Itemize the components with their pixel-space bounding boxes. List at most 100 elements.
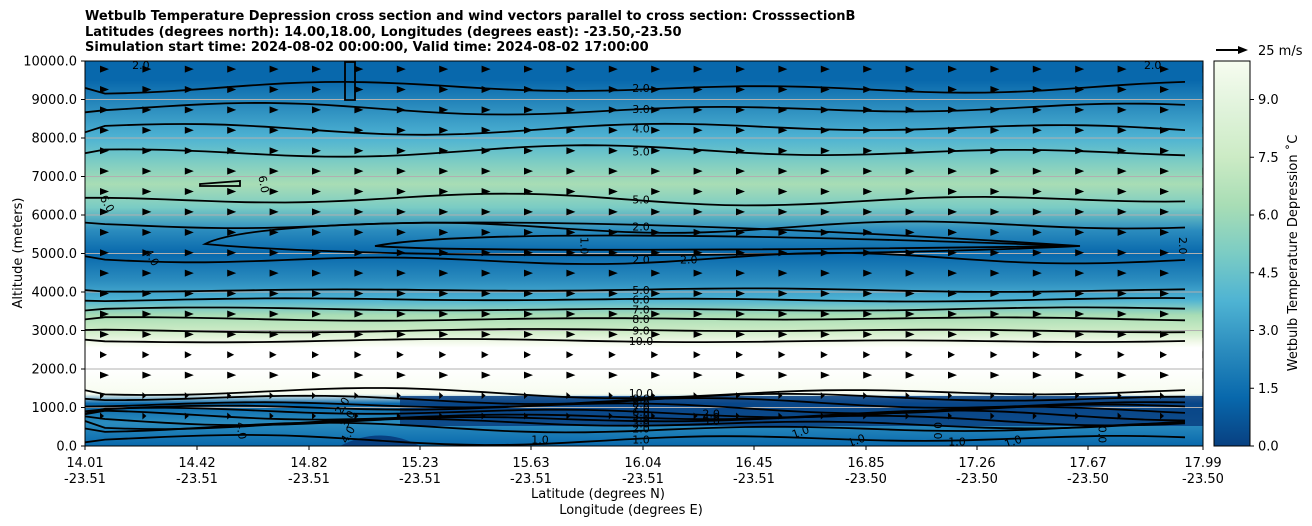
- wind-vector: [905, 330, 915, 338]
- wind-vector: [566, 371, 576, 379]
- wind-vector: [1117, 290, 1127, 298]
- wind-vector: [524, 228, 533, 236]
- wind-vector: [693, 65, 703, 73]
- y-tick-label: 10000.0: [23, 55, 77, 70]
- wind-vector: [1160, 228, 1169, 236]
- wind-vector: [566, 351, 574, 359]
- wind-vector: [736, 269, 745, 277]
- wind-vector: [1075, 371, 1085, 379]
- wind-vector: [1160, 412, 1164, 420]
- wind-vector: [905, 249, 915, 257]
- wind-vector: [269, 208, 279, 216]
- contour-line-2.0: [85, 421, 1186, 434]
- contour-label: 6.0: [255, 175, 271, 194]
- wind-vector: [481, 412, 486, 420]
- contour-label: 5.0: [632, 410, 650, 423]
- wind-vector: [100, 351, 107, 359]
- wind-vector: [227, 106, 237, 114]
- wind-vector: [439, 351, 447, 359]
- contour-label: 1.0: [578, 237, 591, 255]
- wind-vector: [354, 269, 364, 277]
- wind-vector: [566, 269, 576, 277]
- wind-vector: [566, 85, 576, 93]
- wind-vector: [820, 126, 830, 134]
- wind-vector: [1117, 126, 1127, 134]
- wind-vector: [354, 126, 364, 134]
- y-tick-label: 3000.0: [32, 324, 78, 339]
- wind-vector: [396, 330, 406, 338]
- wind-vector: [1202, 167, 1203, 175]
- wind-vector: [566, 228, 576, 236]
- wind-vector: [1202, 290, 1203, 298]
- wind-vector: [1075, 269, 1085, 277]
- wind-vector: [863, 188, 873, 196]
- contour-label: 2.0: [132, 59, 150, 72]
- wind-vector: [1075, 65, 1085, 73]
- wind-vector: [142, 330, 152, 338]
- wind-vector: [354, 188, 364, 196]
- wind-vector: [1117, 351, 1125, 359]
- contour-line-9.0: [85, 328, 1186, 334]
- wind-vector: [778, 330, 788, 338]
- wind-vector: [990, 147, 1000, 155]
- contour-label: 9.0: [632, 325, 650, 338]
- wind-vector: [184, 208, 194, 216]
- wind-vector: [269, 269, 279, 277]
- wind-vector: [1202, 106, 1203, 114]
- wind-vector: [1117, 371, 1127, 379]
- wind-vector: [439, 65, 449, 73]
- wind-vector: [736, 290, 745, 298]
- wind-vector: [100, 147, 109, 155]
- wind-vector: [736, 371, 745, 379]
- wind-vector: [184, 85, 194, 93]
- wind-vector: [312, 228, 321, 236]
- wind-vector: [736, 147, 745, 155]
- wind-vector: [227, 249, 237, 257]
- wind-vector: [693, 208, 703, 216]
- wind-vector: [693, 371, 703, 379]
- wind-vector: [778, 412, 783, 420]
- x-tick-lon: -23.50: [845, 472, 887, 487]
- wind-vector: [693, 126, 703, 134]
- contour-line-4.0: [85, 122, 1186, 136]
- wind-vector: [227, 188, 237, 196]
- wind-vector: [1075, 392, 1080, 400]
- wind-vector: [608, 249, 618, 257]
- wind-vector: [778, 310, 788, 318]
- wind-vector: [1202, 126, 1203, 134]
- wind-vector: [608, 412, 613, 420]
- wind-vector: [396, 371, 406, 379]
- wind-vector: [1160, 65, 1169, 73]
- colorbar-tick-label: 1.5: [1258, 382, 1279, 397]
- wind-vector: [524, 65, 533, 73]
- wind-vector: [778, 167, 788, 175]
- wind-vector: [778, 249, 788, 257]
- y-tick-label: 6000.0: [32, 209, 78, 224]
- wind-vector: [312, 65, 321, 73]
- wind-vector: [608, 269, 618, 277]
- x-tick-lon: -23.51: [176, 472, 218, 487]
- wind-vector: [354, 249, 364, 257]
- wind-vector: [820, 412, 825, 420]
- contour-line-6.0: [85, 297, 1186, 303]
- wind-vector: [566, 188, 576, 196]
- wind-vector: [312, 392, 316, 400]
- wind-vector: [312, 208, 321, 216]
- x-tick-lat: 17.99: [1184, 456, 1221, 471]
- wind-vector: [439, 106, 449, 114]
- wind-vector: [312, 412, 316, 420]
- wind-vector: [1075, 228, 1085, 236]
- wind-vector: [1202, 228, 1203, 236]
- wind-vector: [184, 351, 192, 359]
- y-tick-label: 4000.0: [32, 286, 78, 301]
- wind-vector: [312, 167, 321, 175]
- contour-label: 1.0: [1003, 433, 1024, 451]
- wind-vector: [227, 269, 237, 277]
- wind-vector: [524, 392, 528, 400]
- x-tick-lon: -23.50: [1067, 472, 1109, 487]
- wind-vector: [439, 310, 449, 318]
- wind-vector: [1160, 167, 1169, 175]
- wind-vector: [651, 249, 661, 257]
- colorbar-label: Wetbulb Temperature Depression ˚C: [1285, 135, 1301, 372]
